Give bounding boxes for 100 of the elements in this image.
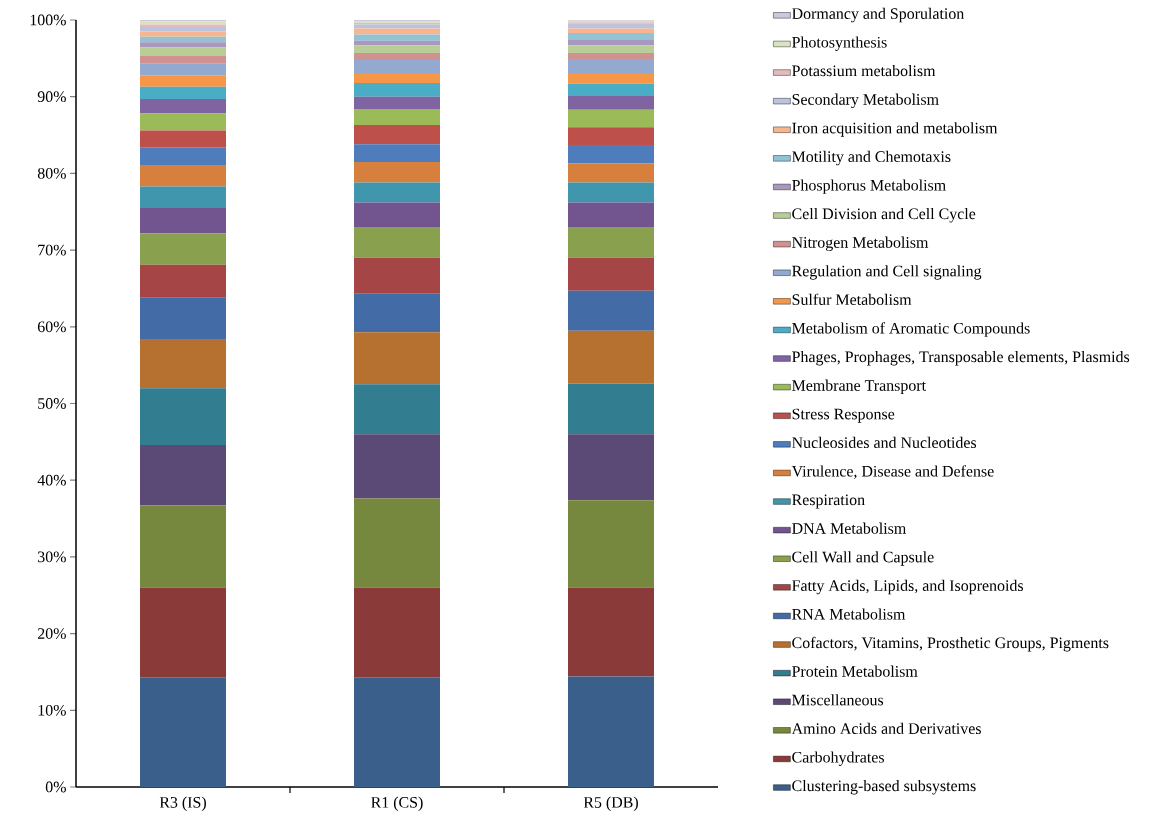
bar	[568, 500, 654, 588]
y-tick-label: 90%	[37, 91, 66, 103]
legend-label: Membrane Transport	[792, 379, 926, 395]
bar	[354, 161, 440, 183]
bar	[354, 257, 440, 294]
bar	[140, 75, 226, 87]
bar	[140, 233, 226, 265]
bar	[354, 384, 440, 435]
bar	[568, 33, 654, 40]
bar	[140, 98, 226, 114]
legend-label: RNA Metabolism	[792, 608, 906, 620]
bar	[354, 332, 440, 385]
bar	[140, 297, 226, 340]
bar	[568, 182, 654, 203]
bar	[568, 72, 654, 84]
legend-label: Potassium metabolism	[792, 64, 936, 77]
legend-label: Phages, Prophages, Transposable elements, Plasmids	[792, 350, 1130, 366]
bar	[140, 147, 226, 165]
bar	[568, 257, 654, 291]
y-tick-label: 80%	[37, 167, 66, 179]
bar	[354, 202, 440, 228]
legend-label: Photosynthesis	[792, 36, 887, 51]
legend-label: Iron acquisition and metabolism	[792, 122, 998, 137]
bar	[568, 163, 654, 183]
bar	[354, 59, 440, 73]
bar	[140, 56, 226, 64]
bar	[140, 339, 226, 389]
legend-label: Respiration	[792, 494, 865, 509]
legend-label: Secondary Metabolism	[792, 93, 939, 109]
bar	[568, 202, 654, 228]
bar	[568, 109, 654, 128]
bar	[140, 164, 226, 187]
bar	[354, 34, 440, 41]
y-tick-label: 20%	[37, 628, 66, 639]
legend-label: Fatty Acids, Lipids, and Isoprenoids	[792, 579, 1024, 595]
bar	[568, 434, 654, 501]
legend-label: DNA Metabolism	[792, 522, 907, 534]
legend-label: Nitrogen Metabolism	[792, 236, 929, 252]
bar	[354, 96, 440, 109]
legend-label: Dormancy and Sporulation	[792, 7, 965, 23]
legend-label: Carbohydrates	[792, 751, 884, 766]
bar	[140, 130, 226, 148]
bar	[354, 52, 440, 60]
bar	[140, 31, 226, 37]
bar	[354, 108, 440, 126]
bar	[568, 59, 654, 73]
bar	[354, 28, 440, 35]
bar	[568, 290, 654, 331]
y-tick-label: 30%	[38, 551, 66, 563]
bar	[568, 587, 654, 677]
bar	[354, 227, 440, 258]
legend-label: Protein Metabolism	[792, 665, 918, 677]
legend-label: Motility and Chemotaxis	[792, 150, 951, 166]
bar	[140, 36, 226, 43]
legend-label: Cell Division and Cell Cycle	[792, 207, 976, 223]
bar	[568, 227, 654, 258]
y-tick-label: 100%	[30, 14, 66, 26]
bar	[568, 676, 654, 787]
bar	[568, 45, 654, 53]
bar	[140, 113, 226, 131]
bar	[568, 383, 654, 435]
y-tick-label: 0%	[45, 781, 66, 793]
y-tick-label: 40%	[37, 474, 66, 486]
bar	[568, 28, 654, 34]
legend-label: Virulence, Disease and Defense	[791, 465, 994, 479]
bar	[140, 86, 226, 99]
legend-label: Metabolism of Aromatic Compounds	[792, 322, 1030, 337]
bar	[354, 125, 440, 145]
legend-label: Stress Response	[792, 408, 895, 423]
legend-label: Regulation and Cell signaling	[792, 265, 982, 280]
bar	[568, 127, 654, 146]
bar	[140, 587, 226, 678]
bar	[568, 83, 654, 96]
bar	[568, 52, 654, 60]
bar	[140, 186, 226, 208]
bar	[568, 145, 654, 164]
legend-label: Amino Acids and Derivatives	[791, 722, 981, 734]
bar	[140, 264, 226, 298]
x-tick-label: R5 (DB)	[583, 796, 638, 811]
bar	[140, 505, 226, 588]
bar	[568, 330, 654, 384]
bar	[354, 144, 440, 162]
legend-label: Cofactors, Vitamins, Prosthetic Groups, Pigments	[792, 636, 1109, 652]
legend-label: Sulfur Metabolism	[792, 293, 912, 306]
bar	[354, 45, 440, 53]
bar	[354, 677, 440, 787]
bar	[354, 498, 440, 588]
bar	[140, 207, 226, 234]
legend-label: Phosphorus Metabolism	[792, 179, 946, 194]
legend-label: Miscellaneous	[792, 694, 884, 706]
y-tick-label: 50%	[38, 398, 66, 409]
bar	[140, 444, 226, 506]
x-tick-label: R3 (IS)	[159, 796, 206, 811]
bar	[568, 95, 654, 110]
legend-label: Nucleosides and Nucleotides	[792, 436, 977, 449]
bar	[354, 72, 440, 83]
legend-label: Cell Wall and Capsule	[792, 551, 934, 566]
bar	[568, 39, 654, 46]
bar	[354, 587, 440, 678]
bar	[354, 82, 440, 97]
